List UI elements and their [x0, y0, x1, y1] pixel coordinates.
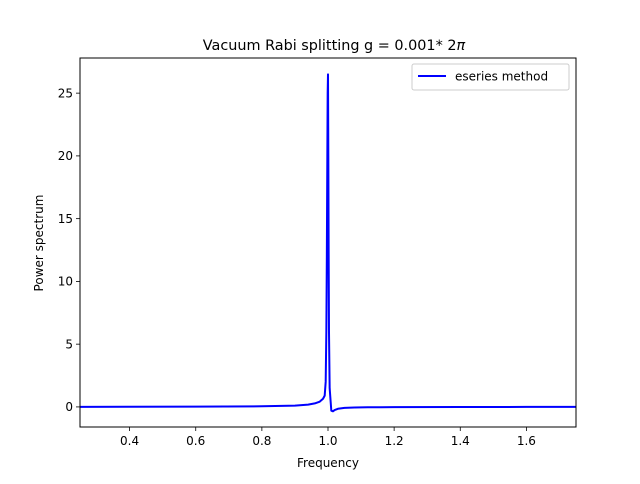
legend-box	[411, 63, 570, 91]
x-tick-label: 1.4	[451, 434, 470, 448]
y-tick-label: 25	[58, 86, 73, 100]
x-tick-label: 0.6	[186, 434, 205, 448]
legend: eseries method	[411, 63, 570, 91]
legend-label: eseries method	[455, 70, 548, 84]
x-tick-label: 0.8	[252, 434, 271, 448]
x-tick-label: 0.4	[120, 434, 139, 448]
x-axis-label: Frequency	[297, 456, 359, 470]
y-axis-ticks: 0 5 10 15 20 25	[58, 86, 80, 414]
series-line-0	[79, 73, 576, 413]
x-tick-label: 1.0	[318, 434, 337, 448]
title-pi-symbol: π	[457, 38, 466, 54]
y-tick-label: 5	[65, 337, 73, 351]
plot-area	[79, 73, 576, 413]
x-axis-ticks: 0.4 0.6 0.8 1.0 1.2 1.4 1.6	[120, 427, 536, 448]
y-tick-label: 10	[58, 275, 73, 289]
y-tick-label: 20	[58, 149, 73, 163]
x-tick-label: 1.2	[385, 434, 404, 448]
y-tick-label: 0	[65, 400, 73, 414]
y-axis-label: Power spectrum	[32, 195, 46, 292]
y-tick-label: 15	[58, 212, 73, 226]
chart-title: Vacuum Rabi splitting g = 0.001* 2π	[203, 38, 466, 54]
x-tick-label: 1.6	[517, 434, 536, 448]
